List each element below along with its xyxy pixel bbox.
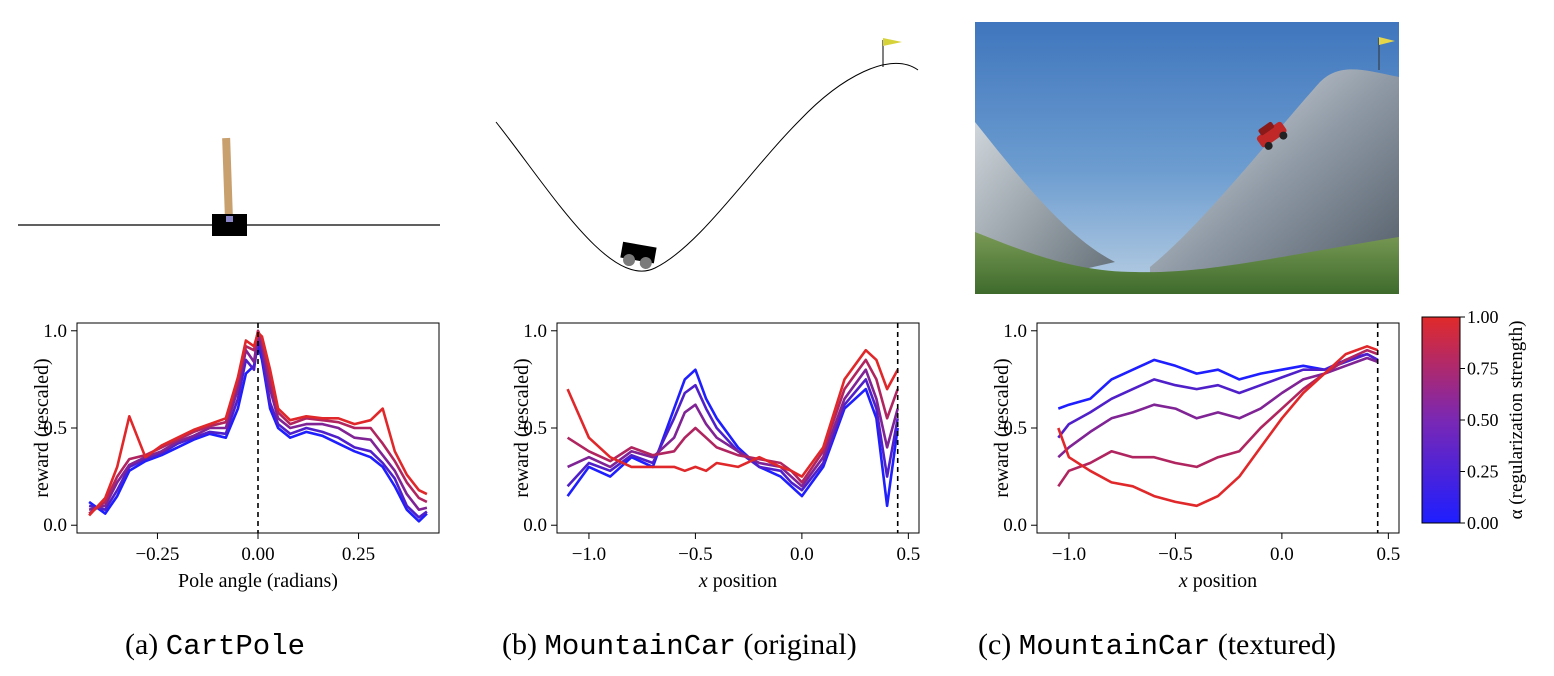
x-tick-label: 0.0	[790, 544, 814, 565]
x-tick-label: 0.0	[1270, 544, 1294, 565]
mountain-curve	[495, 62, 919, 272]
series-line-alpha-0.25	[88, 337, 428, 519]
caption-b-suffix: (original)	[743, 628, 857, 661]
cartpole-pole	[222, 137, 234, 227]
chart-cartpole: −0.25 0.00 0.25 0.0 0.5 1.0 Pole angle (radian…	[31, 321, 440, 592]
y-axis-label: reward (rescaled)	[31, 358, 53, 497]
chart-mountaincar-original: −1.0 −0.5 0.0 0.5 0.0 0.5 1.0 x position reward …	[511, 321, 920, 592]
x-tick-label: −1.0	[572, 544, 606, 565]
caption-c-suffix: (textured)	[1217, 628, 1337, 661]
x-tick-label: 0.25	[342, 544, 375, 565]
colorbar: 0.00 0.25 0.50 0.75 1.00 α (regularization s…	[1421, 307, 1527, 533]
y-tick-label: 0.0	[1003, 515, 1027, 536]
cartpole-illustration	[18, 137, 440, 236]
colorbar-label: α (regularization strength)	[1506, 321, 1527, 520]
x-tick-label: 0.00	[241, 544, 274, 565]
y-tick-label: 0.5	[523, 418, 547, 439]
textured-mountain-image	[975, 22, 1399, 294]
x-tick-label: −0.5	[1158, 544, 1192, 565]
caption-c-letter: (c)	[978, 628, 1012, 661]
series-line-alpha-0.25	[566, 378, 899, 492]
y-tick-label: 0.0	[43, 515, 67, 536]
series-line-alpha-0.5	[1057, 356, 1379, 459]
series-line-alpha-1	[1057, 345, 1379, 508]
y-tick-label: 1.0	[523, 321, 547, 342]
caption-a-env: CartPole	[165, 630, 306, 663]
y-tick-label: 0.5	[43, 418, 67, 439]
plot-frame	[556, 322, 920, 534]
y-axis-label: reward (rescaled)	[511, 358, 533, 497]
series-line-alpha-0.25	[1057, 352, 1379, 439]
colorbar-gradient	[1421, 316, 1461, 524]
x-axis-label: x position	[1178, 570, 1257, 592]
caption-b: (b) MountainCar (original)	[502, 628, 857, 663]
x-tick-label: −0.25	[135, 544, 179, 565]
colorbar-tick-label: 0.25	[1467, 462, 1499, 482]
x-tick-label: −0.5	[678, 544, 712, 565]
series-line-alpha-0.5	[567, 368, 899, 488]
colorbar-tick-label: 1.00	[1467, 307, 1499, 327]
series-line-alpha-1	[88, 331, 428, 517]
chart-mountaincar-textured: −1.0 −0.5 0.0 0.5 0.0 0.5 1.0 x position reward …	[991, 321, 1400, 592]
colorbar-tick-label: 0.50	[1467, 410, 1499, 430]
x-axis-label: x position	[698, 570, 777, 592]
goal-flag-icon	[883, 38, 902, 46]
series-line-alpha-0	[1057, 352, 1379, 410]
mountaincar-illustration	[495, 38, 919, 272]
cartpole-axle	[226, 216, 233, 222]
colorbar-tick-label: 0.75	[1467, 359, 1499, 379]
caption-c-env: MountainCar	[1018, 630, 1211, 663]
y-tick-label: 0.5	[1003, 418, 1027, 439]
series-line-alpha-0	[566, 368, 899, 508]
textured-flag-icon	[1379, 37, 1395, 45]
series-line-alpha-0.5	[88, 333, 428, 511]
caption-b-letter: (b)	[502, 628, 537, 661]
car-icon	[620, 241, 657, 269]
colorbar-tick-label: 0.00	[1467, 513, 1499, 533]
x-tick-label: −1.0	[1052, 544, 1086, 565]
textured-car-icon	[1256, 121, 1288, 150]
series-line-alpha-0.75	[1057, 348, 1379, 488]
series-line-alpha-1	[566, 348, 899, 478]
x-tick-label: 0.5	[1376, 544, 1400, 565]
x-axis-label: Pole angle (radians)	[178, 570, 338, 592]
y-tick-label: 1.0	[1003, 321, 1027, 342]
x-tick-label: 0.5	[896, 544, 920, 565]
caption-a-letter: (a)	[125, 628, 159, 661]
y-axis-label: reward (rescaled)	[991, 358, 1013, 497]
y-tick-label: 0.0	[523, 515, 547, 536]
caption-c: (c) MountainCar (textured)	[978, 628, 1336, 663]
cartpole-cart	[212, 214, 247, 236]
series-line-alpha-0.75	[566, 358, 899, 484]
caption-a: (a) CartPole	[125, 628, 305, 663]
y-tick-label: 1.0	[43, 321, 67, 342]
caption-b-env: MountainCar	[544, 630, 736, 663]
series-line-alpha-0	[88, 343, 428, 523]
